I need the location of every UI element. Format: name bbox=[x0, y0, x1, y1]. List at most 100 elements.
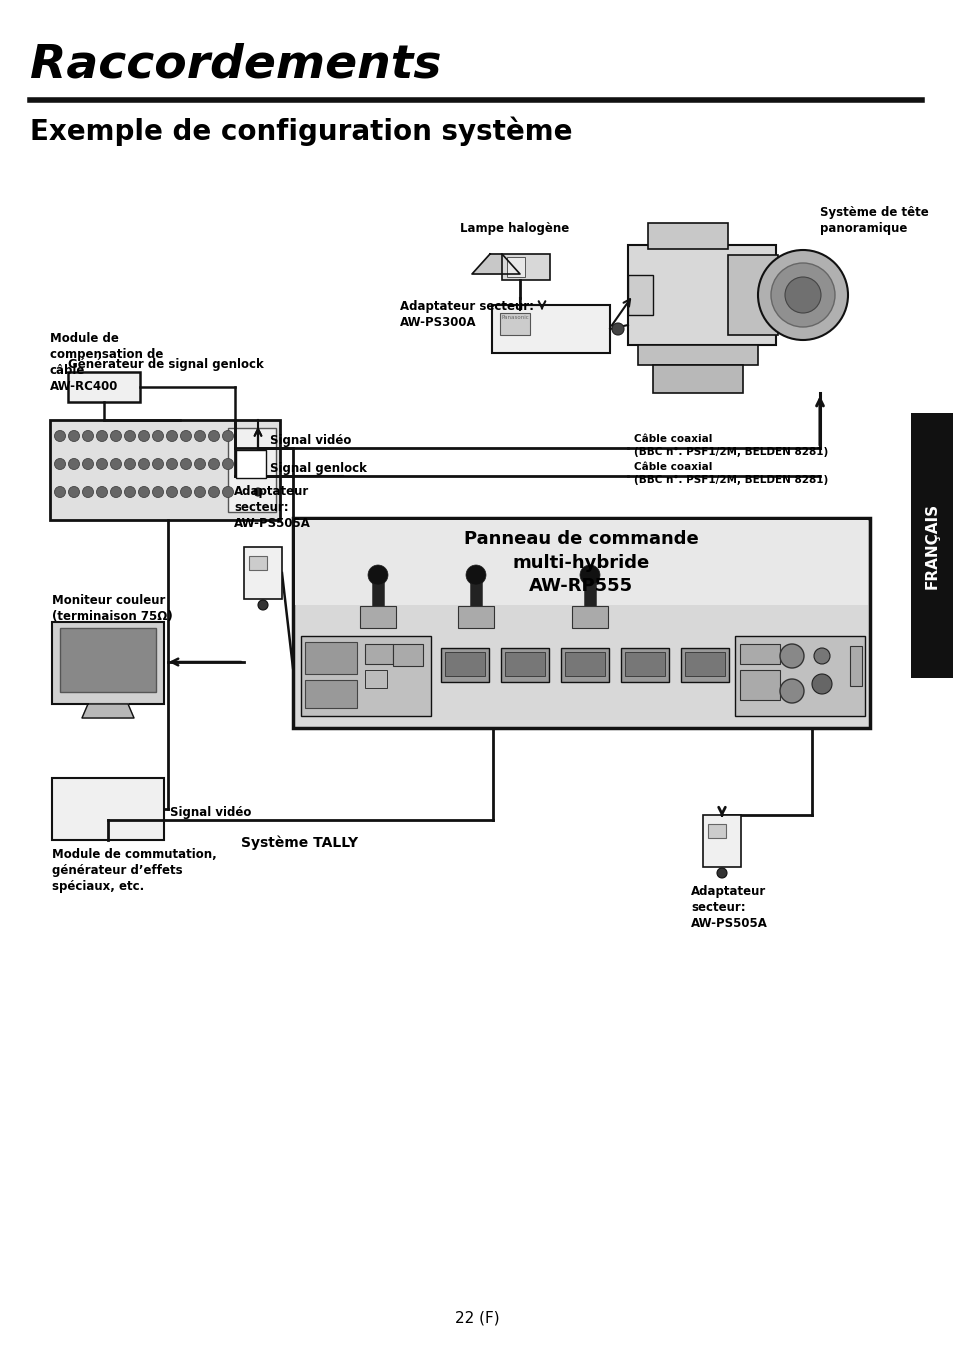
Bar bbox=[52, 779, 164, 839]
Text: Câble coaxial
(BBC n°. PSF1/2M, BELDEN 8281): Câble coaxial (BBC n°. PSF1/2M, BELDEN 8… bbox=[634, 435, 827, 456]
Circle shape bbox=[194, 431, 205, 441]
Text: Raccordements: Raccordements bbox=[30, 42, 441, 87]
Circle shape bbox=[96, 431, 108, 441]
Polygon shape bbox=[472, 255, 519, 274]
Bar bbox=[620, 649, 668, 682]
Circle shape bbox=[152, 459, 163, 470]
Circle shape bbox=[69, 486, 79, 497]
Bar bbox=[849, 646, 862, 686]
Bar bbox=[572, 607, 607, 628]
Bar bbox=[365, 645, 393, 663]
Circle shape bbox=[96, 486, 108, 497]
Bar bbox=[393, 645, 422, 666]
Circle shape bbox=[194, 486, 205, 497]
Bar bbox=[702, 815, 740, 867]
Circle shape bbox=[612, 324, 623, 334]
Circle shape bbox=[125, 486, 135, 497]
Bar bbox=[492, 305, 609, 353]
Circle shape bbox=[152, 431, 163, 441]
Bar bbox=[60, 628, 156, 692]
Text: Module de
compensation de
câble
AW-RC400: Module de compensation de câble AW-RC400 bbox=[50, 332, 163, 393]
Circle shape bbox=[780, 645, 803, 668]
Bar bbox=[740, 670, 780, 700]
Circle shape bbox=[222, 459, 233, 470]
Circle shape bbox=[811, 674, 831, 695]
Circle shape bbox=[138, 431, 150, 441]
Bar bbox=[235, 450, 266, 478]
Text: Système de tête
panoramique: Système de tête panoramique bbox=[820, 206, 928, 236]
Circle shape bbox=[209, 459, 219, 470]
Text: Système TALLY: Système TALLY bbox=[241, 835, 358, 849]
Text: Exemple de configuration système: Exemple de configuration système bbox=[30, 116, 572, 145]
Bar bbox=[560, 649, 608, 682]
Circle shape bbox=[82, 486, 93, 497]
Circle shape bbox=[579, 565, 599, 585]
Bar bbox=[499, 313, 530, 334]
Bar bbox=[440, 649, 489, 682]
Bar bbox=[50, 420, 280, 520]
Text: Module de commutation,
générateur d’effets
spéciaux, etc.: Module de commutation, générateur d’effe… bbox=[52, 848, 216, 894]
Circle shape bbox=[465, 565, 485, 585]
Text: 22 (F): 22 (F) bbox=[455, 1311, 498, 1326]
Bar bbox=[305, 680, 356, 708]
Bar bbox=[680, 649, 728, 682]
Bar bbox=[501, 255, 550, 280]
Circle shape bbox=[54, 486, 66, 497]
Bar bbox=[504, 653, 544, 676]
Bar bbox=[228, 428, 275, 512]
Circle shape bbox=[82, 459, 93, 470]
Text: Moniteur couleur
(terminaison 75Ω): Moniteur couleur (terminaison 75Ω) bbox=[52, 594, 172, 623]
Circle shape bbox=[180, 486, 192, 497]
Circle shape bbox=[194, 459, 205, 470]
Circle shape bbox=[167, 486, 177, 497]
Circle shape bbox=[253, 487, 262, 496]
Circle shape bbox=[125, 459, 135, 470]
Text: Adaptateur
secteur:
AW-PS505A: Adaptateur secteur: AW-PS505A bbox=[690, 886, 767, 930]
Text: Signal genlock: Signal genlock bbox=[270, 462, 367, 475]
Bar bbox=[910, 413, 953, 678]
Bar bbox=[564, 653, 604, 676]
Text: Adaptateur secteur:
AW-PS300A: Adaptateur secteur: AW-PS300A bbox=[399, 301, 534, 329]
Bar bbox=[305, 642, 356, 674]
Bar bbox=[707, 825, 725, 838]
Text: Panasonic: Panasonic bbox=[501, 315, 529, 320]
Bar bbox=[627, 275, 652, 315]
Text: Câble coaxial
(BBC n°. PSF1/2M, BELDEN 8281): Câble coaxial (BBC n°. PSF1/2M, BELDEN 8… bbox=[634, 462, 827, 485]
Circle shape bbox=[780, 678, 803, 703]
Circle shape bbox=[111, 486, 121, 497]
Circle shape bbox=[69, 459, 79, 470]
Bar bbox=[244, 547, 282, 598]
Circle shape bbox=[222, 486, 233, 497]
Bar bbox=[506, 257, 524, 278]
Bar bbox=[652, 366, 742, 393]
Circle shape bbox=[770, 263, 834, 328]
Polygon shape bbox=[82, 704, 133, 718]
Circle shape bbox=[96, 459, 108, 470]
Text: Adaptateur
secteur:
AW-PS505A: Adaptateur secteur: AW-PS505A bbox=[233, 485, 311, 529]
Bar bbox=[684, 653, 724, 676]
Bar bbox=[293, 519, 869, 728]
Bar bbox=[249, 556, 267, 570]
Circle shape bbox=[138, 459, 150, 470]
Bar bbox=[638, 345, 758, 366]
Circle shape bbox=[82, 431, 93, 441]
Bar bbox=[647, 223, 727, 249]
Bar bbox=[444, 653, 484, 676]
Circle shape bbox=[222, 431, 233, 441]
Circle shape bbox=[69, 431, 79, 441]
Circle shape bbox=[209, 431, 219, 441]
Circle shape bbox=[717, 868, 726, 877]
Circle shape bbox=[784, 278, 821, 313]
Circle shape bbox=[368, 565, 388, 585]
Circle shape bbox=[209, 486, 219, 497]
Bar bbox=[734, 636, 864, 716]
Bar bbox=[301, 636, 431, 716]
Circle shape bbox=[180, 459, 192, 470]
Text: FRANÇAIS: FRANÇAIS bbox=[924, 502, 939, 589]
Bar bbox=[727, 255, 778, 334]
Circle shape bbox=[180, 431, 192, 441]
Circle shape bbox=[111, 459, 121, 470]
Text: Panneau de commande
multi-hybride
AW-RP555: Panneau de commande multi-hybride AW-RP5… bbox=[463, 529, 698, 596]
Bar bbox=[68, 372, 140, 402]
Bar bbox=[359, 607, 395, 628]
